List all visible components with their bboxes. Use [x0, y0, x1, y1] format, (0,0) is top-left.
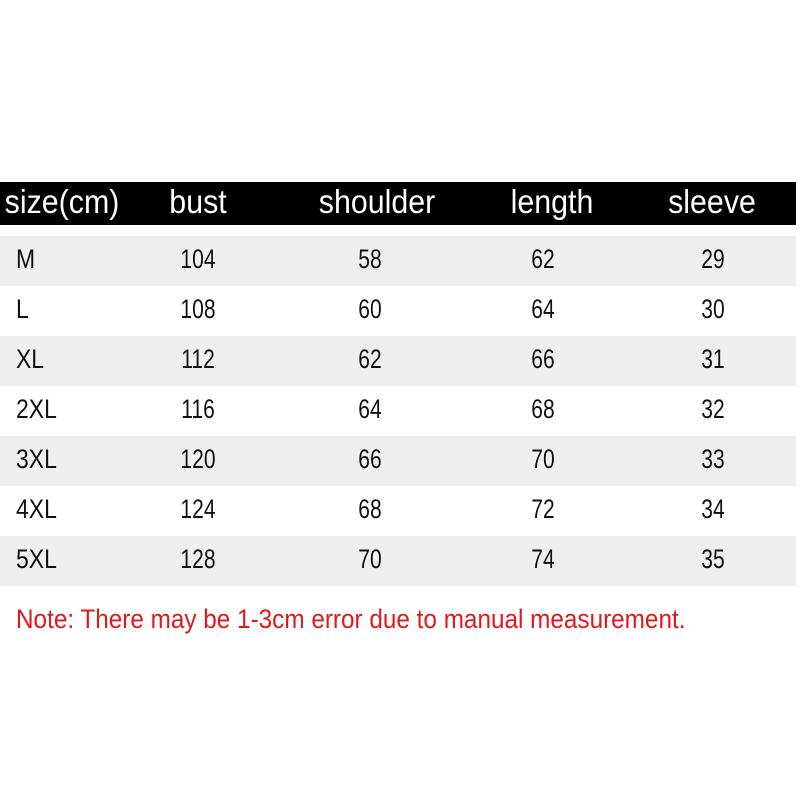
cell-shoulder: 66: [358, 444, 382, 474]
cell-bust: 104: [180, 244, 216, 274]
header-sleeve: sleeve: [668, 183, 756, 220]
cell-size: 4XL: [16, 494, 57, 524]
cell-sleeve: 29: [701, 244, 725, 274]
header-size: size(cm): [4, 183, 120, 220]
table-header: size(cm) bust shoulder length sleeve: [0, 182, 796, 225]
header-bust: bust: [169, 183, 227, 220]
cell-sleeve: 35: [701, 544, 725, 574]
cell-bust: 120: [180, 444, 216, 474]
cell-size: 2XL: [16, 394, 57, 424]
cell-sleeve: 34: [701, 494, 725, 524]
measurement-note: Note: There may be 1-3cm error due to ma…: [16, 604, 686, 634]
cell-sleeve: 33: [701, 444, 725, 474]
cell-length: 64: [531, 294, 555, 324]
table-row: 3XL 120 66 70 33: [0, 436, 796, 486]
cell-size: XL: [16, 344, 45, 374]
cell-bust: 124: [180, 494, 216, 524]
cell-shoulder: 62: [358, 344, 382, 374]
cell-size: M: [16, 244, 36, 274]
table-row: XL 112 62 66 31: [0, 336, 796, 386]
cell-size: 5XL: [16, 544, 57, 574]
cell-length: 66: [531, 344, 555, 374]
table-row: M 104 58 62 29: [0, 236, 796, 286]
cell-length: 72: [531, 494, 555, 524]
cell-size: 3XL: [16, 444, 57, 474]
cell-shoulder: 64: [358, 394, 382, 424]
table-row: 5XL 128 70 74 35: [0, 536, 796, 586]
cell-length: 62: [531, 244, 555, 274]
cell-shoulder: 60: [358, 294, 382, 324]
cell-shoulder: 68: [358, 494, 382, 524]
cell-shoulder: 58: [358, 244, 382, 274]
cell-sleeve: 30: [701, 294, 725, 324]
header-shoulder: shoulder: [318, 183, 436, 220]
header-length: length: [510, 183, 594, 220]
cell-bust: 116: [181, 394, 215, 424]
cell-shoulder: 70: [358, 544, 382, 574]
table-row: L 108 60 64 30: [0, 286, 796, 336]
cell-length: 74: [531, 544, 555, 574]
cell-length: 70: [531, 444, 555, 474]
cell-sleeve: 32: [701, 394, 725, 424]
table-row: 4XL 124 68 72 34: [0, 486, 796, 536]
cell-bust: 108: [180, 294, 216, 324]
cell-length: 68: [531, 394, 555, 424]
table-row: 2XL 116 64 68 32: [0, 386, 796, 436]
cell-size: L: [16, 294, 29, 324]
cell-bust: 112: [181, 344, 215, 374]
cell-bust: 128: [180, 544, 216, 574]
cell-sleeve: 31: [701, 344, 725, 374]
